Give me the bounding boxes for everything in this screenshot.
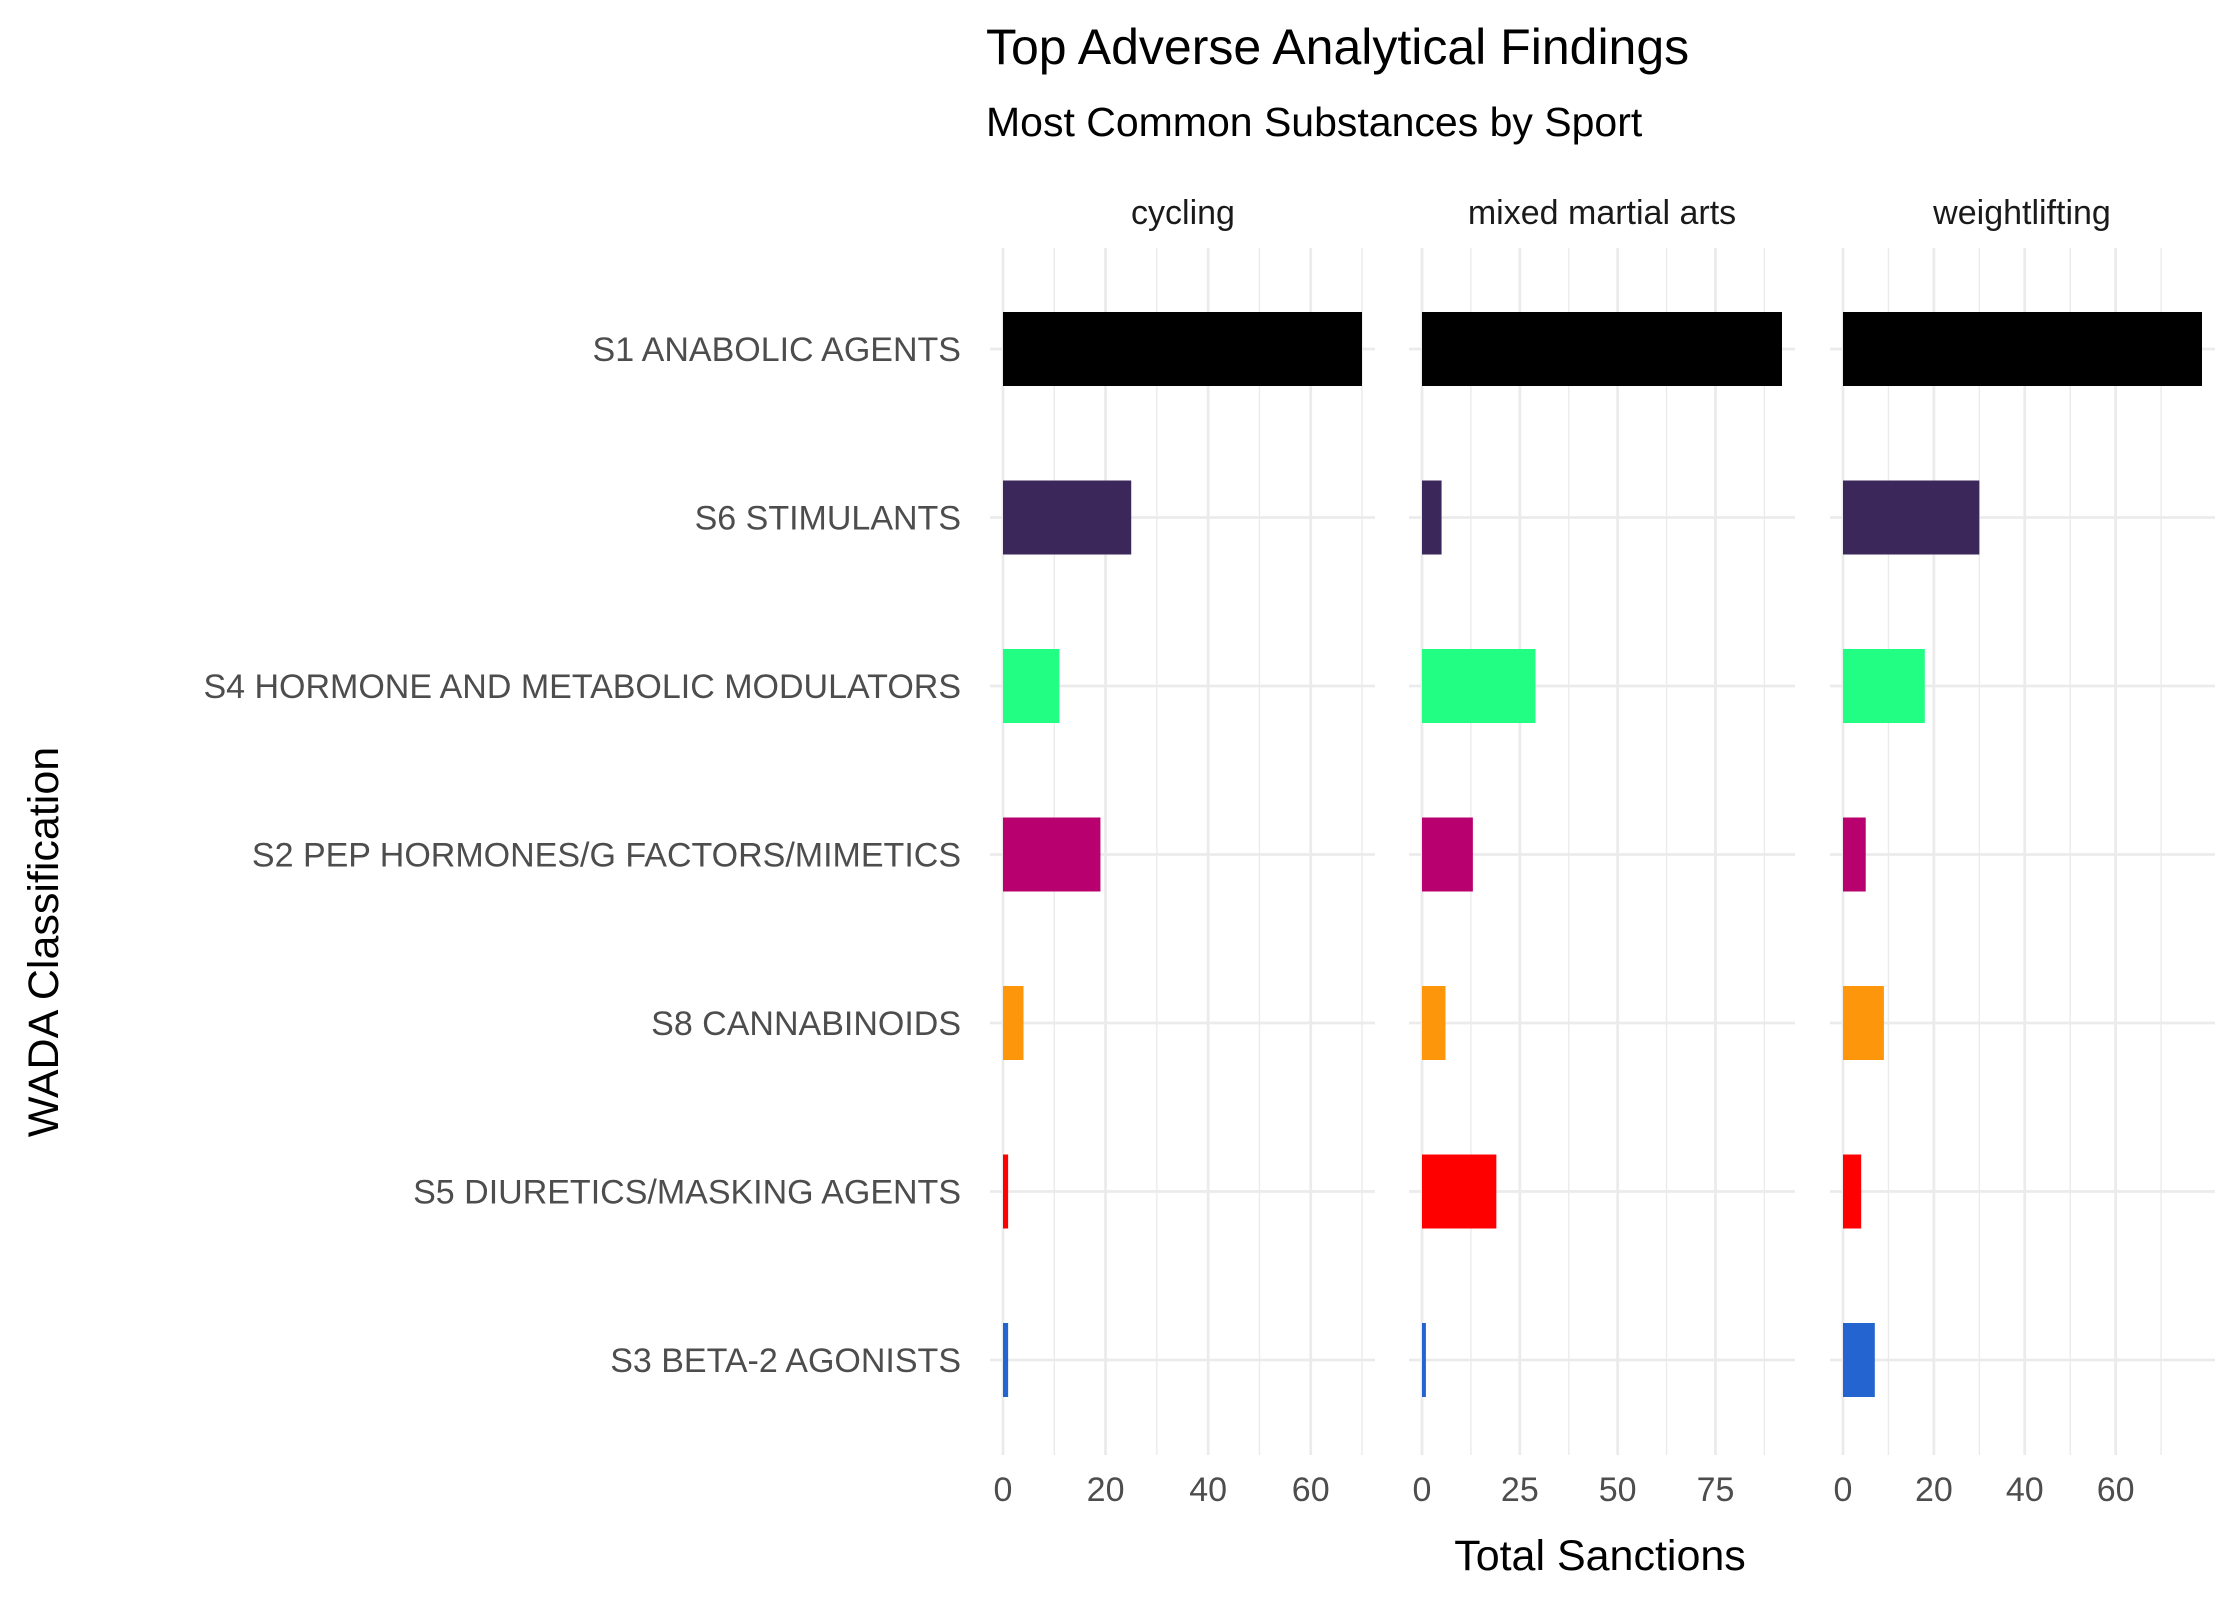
category-label: S8 CANNABINOIDS bbox=[651, 1005, 961, 1043]
bar bbox=[1843, 649, 1925, 723]
chart-subtitle: Most Common Substances by Sport bbox=[986, 99, 1643, 145]
facet-strip-label: mixed martial arts bbox=[1468, 194, 1736, 232]
bar bbox=[1422, 480, 1442, 555]
category-labels: S1 ANABOLIC AGENTS S6 STIMULANTS S4 HORMON… bbox=[203, 331, 961, 1380]
bar bbox=[1003, 817, 1101, 892]
bar bbox=[1003, 480, 1132, 555]
x-tick-label: 20 bbox=[1915, 1471, 1953, 1509]
x-tick-label: 60 bbox=[2097, 1471, 2135, 1509]
bar bbox=[1003, 1154, 1009, 1229]
bar bbox=[1422, 649, 1536, 723]
bar bbox=[1422, 1154, 1497, 1229]
category-label: S1 ANABOLIC AGENTS bbox=[593, 331, 961, 369]
category-label: S4 HORMONE AND METABOLIC MODULATORS bbox=[203, 668, 961, 706]
bar bbox=[1422, 1323, 1426, 1397]
x-tick-label: 50 bbox=[1599, 1471, 1637, 1509]
bar bbox=[1422, 817, 1473, 892]
bar bbox=[1003, 986, 1024, 1060]
facet-strip-label: weightlifting bbox=[1932, 194, 2111, 232]
x-tick-label: 40 bbox=[1189, 1471, 1227, 1509]
x-tick-label: 0 bbox=[994, 1471, 1013, 1509]
facet-strip-label: cycling bbox=[1131, 194, 1235, 232]
bar bbox=[1843, 480, 1980, 555]
x-tick-label: 40 bbox=[2006, 1471, 2044, 1509]
x-tick-label: 0 bbox=[1413, 1471, 1432, 1509]
facet-panel: 0 25 50 75 mixed martial arts bbox=[1409, 194, 1795, 1509]
x-tick-label: 20 bbox=[1087, 1471, 1125, 1509]
x-axis-title: Total Sanctions bbox=[1454, 1532, 1746, 1580]
category-label: S3 BETA-2 AGONISTS bbox=[610, 1342, 961, 1380]
bar bbox=[1003, 312, 1362, 386]
facet-panel: 0 20 40 60 weightlifting bbox=[1830, 194, 2215, 1509]
x-tick-label: 60 bbox=[1292, 1471, 1330, 1509]
category-label: S2 PEP HORMONES/G FACTORS/MIMETICS bbox=[252, 837, 961, 875]
x-tick-label: 0 bbox=[1834, 1471, 1853, 1509]
bar bbox=[1003, 1323, 1009, 1397]
bar bbox=[1843, 817, 1866, 892]
y-axis-title: WADA Classification bbox=[20, 747, 68, 1137]
bar bbox=[1843, 986, 1884, 1060]
category-label: S5 DIURETICS/MASKING AGENTS bbox=[413, 1174, 961, 1212]
facet-panel: 0 20 40 60 cycling bbox=[990, 194, 1375, 1509]
bar bbox=[1843, 1323, 1875, 1397]
bar bbox=[1003, 649, 1060, 723]
category-label: S6 STIMULANTS bbox=[695, 500, 961, 538]
x-tick-label: 75 bbox=[1697, 1471, 1735, 1509]
bar bbox=[1843, 1154, 1862, 1229]
chart-title: Top Adverse Analytical Findings bbox=[986, 19, 1689, 75]
bar bbox=[1843, 312, 2202, 386]
bar bbox=[1422, 312, 1782, 386]
bar bbox=[1422, 986, 1446, 1060]
x-tick-label: 25 bbox=[1501, 1471, 1539, 1509]
